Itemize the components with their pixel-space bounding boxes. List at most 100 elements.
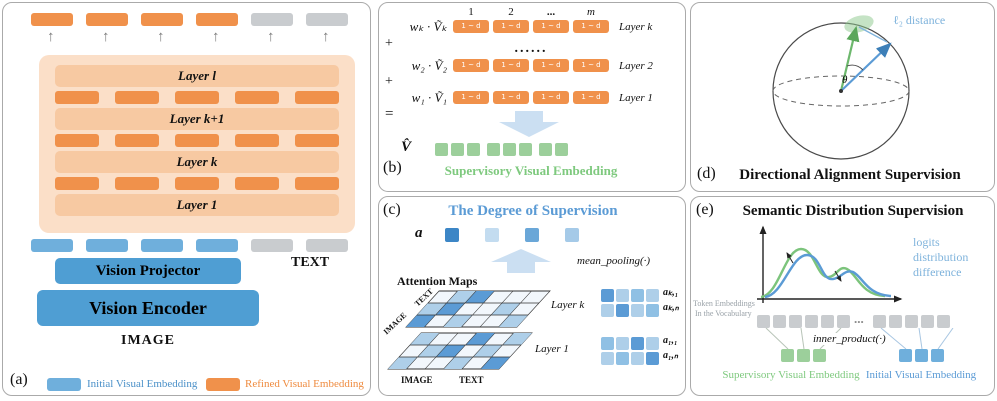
refined-token	[295, 177, 339, 190]
supervisory-token	[797, 349, 810, 362]
initial-token	[915, 349, 928, 362]
layer-band: Layer k	[55, 151, 339, 173]
up-arrow-icon: ↑	[47, 29, 55, 45]
legend-label-initial: Initial Visual Embedding	[87, 378, 198, 390]
shift-arrow-icon	[834, 270, 842, 282]
panel-d-directional-alignment: θ ℓ₂ distance (d) Directional Alignment …	[690, 2, 995, 192]
map-layer-1-label: Layer 1	[535, 343, 569, 355]
panel-e-title: Semantic Distribution Supervision	[742, 203, 964, 219]
vocab-token	[773, 315, 786, 328]
logits-distribution-plot	[757, 225, 903, 303]
attn-cell	[616, 304, 629, 317]
angle-arc	[846, 64, 864, 71]
attn-cell	[631, 337, 644, 350]
up-arrow-icon: ↑	[267, 29, 275, 45]
supervisory-token	[503, 143, 516, 156]
panel-a-architecture: ↑ ↑ ↑ ↑ ↑ ↑ Layer l Layer k+1 Layer k La	[2, 2, 371, 396]
attn-cell	[601, 289, 614, 302]
refined-token	[295, 134, 339, 147]
attn-cell	[616, 352, 629, 365]
refined-token	[175, 134, 219, 147]
refined-token	[295, 91, 339, 104]
sphere-center-dot	[839, 89, 843, 93]
equals-sign: =	[385, 106, 394, 122]
degree-cell	[565, 228, 579, 242]
down-block-arrow-icon	[499, 111, 559, 137]
attn-cell	[631, 304, 644, 317]
attn-cell	[631, 352, 644, 365]
embedding-token: 1 ~ d	[573, 20, 609, 33]
embedding-token: 1 ~ d	[453, 59, 489, 72]
plus-sign: +	[385, 36, 393, 51]
row-layer-label: Layer k	[619, 21, 653, 33]
attn-cell	[646, 352, 659, 365]
legend-label-refined: Refined Visual Embedding	[245, 378, 364, 390]
initial-token	[931, 349, 944, 362]
a-symbol: a	[415, 225, 423, 241]
vocab-token	[837, 315, 850, 328]
attn-row-label: a₁,₁	[663, 335, 678, 346]
text-token	[306, 13, 348, 26]
refined-token	[235, 177, 279, 190]
initial-distribution-curve	[764, 253, 892, 299]
up-block-arrow-icon	[491, 249, 551, 273]
embedding-token: 1 ~ d	[493, 20, 529, 33]
refined-token	[115, 177, 159, 190]
row-layer-label: Layer 1	[619, 92, 653, 104]
axis-image-label: IMAGE	[401, 375, 433, 385]
attention-maps-diagram	[387, 290, 551, 370]
refined-token	[235, 91, 279, 104]
embedding-token: 1 ~ d	[533, 59, 569, 72]
panel-a-label: (a)	[10, 371, 28, 388]
text-input-label: TEXT	[291, 255, 330, 270]
attn-cell	[646, 289, 659, 302]
axis-text-label: TEXT	[459, 375, 484, 385]
vocab-token	[789, 315, 802, 328]
supervisory-token	[813, 349, 826, 362]
theta-label: θ	[842, 74, 848, 86]
panel-e-label: (e)	[696, 201, 714, 218]
panel-c-degree-supervision: (c) The Degree of Supervision a mean_poo…	[378, 196, 686, 396]
ellipsis-rows: ......	[514, 41, 548, 56]
transformer-stack: Layer l Layer k+1 Layer k Layer 1	[39, 55, 355, 233]
initial-vector-arrow	[840, 42, 892, 92]
text-token	[251, 13, 293, 26]
attn-cell	[616, 289, 629, 302]
legend-swatch-refined	[206, 378, 240, 391]
supervisory-token	[467, 143, 480, 156]
image-input-label: IMAGE	[121, 333, 175, 348]
supervisory-token	[451, 143, 464, 156]
layer-band: Layer k+1	[55, 108, 339, 130]
col-header: 1	[468, 6, 474, 18]
layer-band: Layer l	[55, 65, 339, 87]
initial-token	[899, 349, 912, 362]
refined-token	[55, 134, 99, 147]
attn-row-label: a₁,ₙ	[663, 350, 678, 361]
attn-cell	[646, 337, 659, 350]
target-region-blob	[844, 15, 874, 33]
vocab-token	[821, 315, 834, 328]
initial-token	[141, 239, 183, 252]
vision-encoder-box: Vision Encoder	[37, 290, 259, 326]
embedding-token: 1 ~ d	[453, 20, 489, 33]
supervisory-token	[435, 143, 448, 156]
degree-cell	[445, 228, 459, 242]
inner-product-label: inner_product(·)	[813, 333, 886, 345]
refined-token	[115, 134, 159, 147]
up-arrow-icon: ↑	[212, 29, 220, 45]
supervisory-token	[519, 143, 532, 156]
weight-term: w₂ · Ṽ₂	[411, 58, 447, 73]
vocab-token	[805, 315, 818, 328]
embedding-token: 1 ~ d	[493, 91, 529, 104]
logits-difference-label: logits distribution difference	[913, 235, 969, 279]
map-layer-k-label: Layer k	[551, 299, 585, 311]
vhat-symbol: V̂	[401, 139, 412, 155]
mean-pooling-label: mean_pooling(·)	[577, 255, 651, 267]
panel-c-label: (c)	[383, 201, 401, 218]
panel-b-label: (b)	[383, 159, 402, 176]
vocab-token	[889, 315, 902, 328]
initial-token	[86, 239, 128, 252]
shift-arrow-icon	[786, 252, 794, 264]
up-arrow-icon: ↑	[157, 29, 165, 45]
weight-term: wₖ · Ṽₖ	[409, 19, 447, 34]
